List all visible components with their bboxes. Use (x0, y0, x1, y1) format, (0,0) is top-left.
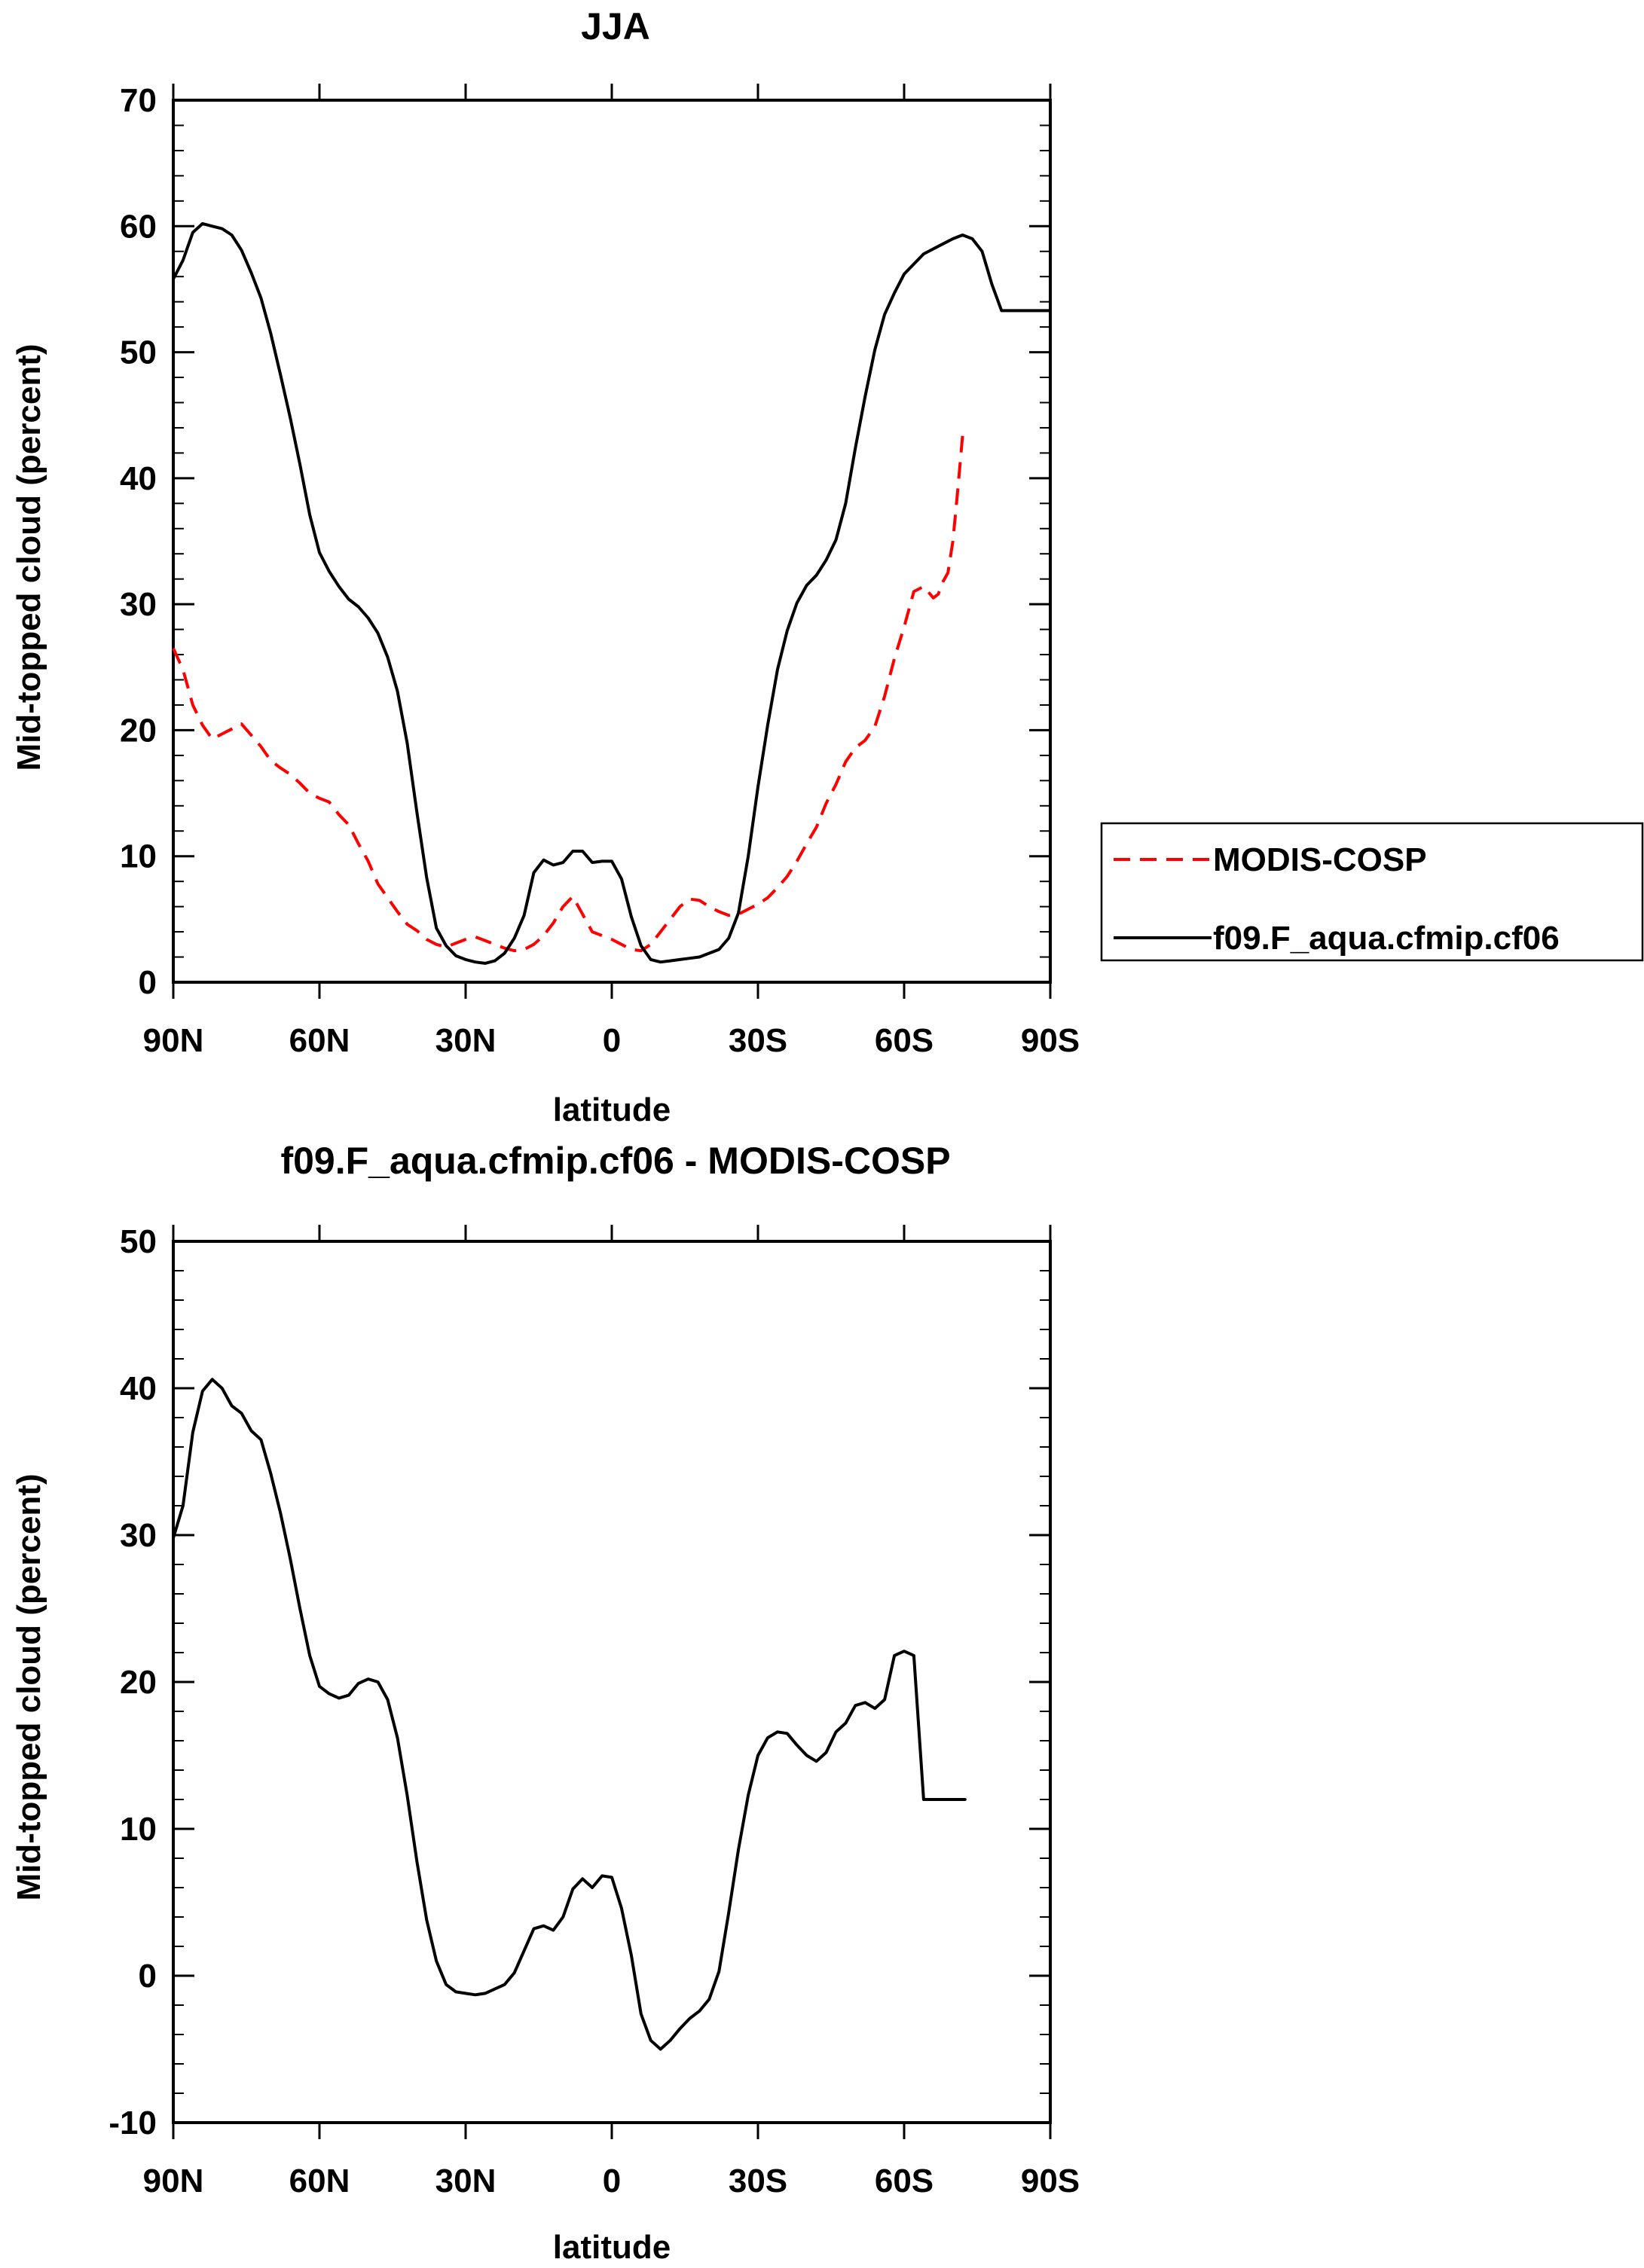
top-y-tick-label: 10 (120, 838, 157, 875)
top-y-tick-label: 60 (120, 208, 157, 245)
bottom-x-tick-label: 30N (435, 2163, 497, 2199)
top-x-tick-label: 60N (289, 1022, 350, 1059)
top-chart-ticks: 0 10 20 30 40 50 60 70 90N 60N 30N 0 30S 60S 90S (120, 82, 1080, 1059)
top-x-tick-label: 90S (1021, 1022, 1080, 1059)
bottom-y-tick-label: 40 (120, 1370, 157, 1407)
top-series-line-0 (172, 434, 965, 953)
legend-label-model: f09.F_aqua.cfmip.cf06 (1213, 920, 1560, 957)
top-chart-plot-frame (172, 99, 1052, 984)
bottom-chart-ticks: -10 0 10 20 30 40 50 90N 60N 30N 0 30S 60S 90S (108, 1223, 1080, 2199)
top-y-tick-label: 70 (120, 82, 157, 119)
bottom-y-tick-label: 0 (139, 1958, 157, 1995)
top-chart-y-axis-label: Mid-topped cloud (percent) (11, 343, 47, 771)
top-chart-title: JJA (581, 5, 650, 47)
bottom-chart-title: f09.F_aqua.cfmip.cf06 - MODIS-COSP (280, 1140, 950, 1182)
bottom-y-tick-label: 30 (120, 1517, 157, 1554)
legend-label-modis-cosp: MODIS-COSP (1213, 841, 1427, 878)
top-y-tick-label: 40 (120, 460, 157, 497)
top-y-tick-label: 0 (139, 964, 157, 1001)
top-y-tick-label: 20 (120, 712, 157, 749)
bottom-x-tick-label: 90S (1021, 2163, 1080, 2199)
top-x-tick-label: 60S (875, 1022, 934, 1059)
top-chart-series (172, 221, 1052, 965)
bottom-chart-panel: f09.F_aqua.cfmip.cf06 - MODIS-COSP -10 0 1… (11, 1140, 1080, 2266)
bottom-x-tick-label: 30S (729, 2163, 787, 2199)
top-y-tick-label: 50 (120, 334, 157, 371)
top-chart-panel: JJA 0 10 20 30 40 50 60 70 90N 60N 30N 0 30S 60S 90S l… (11, 5, 1644, 1128)
bottom-y-tick-label: 10 (120, 1811, 157, 1848)
bottom-y-tick-label: 50 (120, 1223, 157, 1260)
bottom-y-tick-label: -10 (108, 2105, 157, 2141)
legend: MODIS-COSP f09.F_aqua.cfmip.cf06 (1100, 822, 1644, 962)
bottom-x-tick-label: 90N (143, 2163, 204, 2199)
top-x-tick-label: 30S (729, 1022, 787, 1059)
bottom-chart-x-axis-label: latitude (553, 2229, 671, 2266)
top-y-tick-label: 30 (120, 586, 157, 623)
bottom-y-tick-label: 20 (120, 1664, 157, 1701)
bottom-chart-series (172, 1378, 967, 2051)
top-x-tick-label: 0 (603, 1022, 621, 1059)
top-x-tick-label: 90N (143, 1022, 204, 1059)
bottom-x-tick-label: 60N (289, 2163, 350, 2199)
top-series-line-1 (172, 221, 1052, 965)
top-x-tick-label: 30N (435, 1022, 497, 1059)
bottom-chart-y-axis-label: Mid-topped cloud (percent) (11, 1473, 47, 1900)
bottom-x-tick-label: 60S (875, 2163, 934, 2199)
bottom-series-line-0 (172, 1378, 967, 2051)
bottom-chart-plot-frame (172, 1240, 1052, 2124)
bottom-x-tick-label: 0 (603, 2163, 621, 2199)
top-chart-x-axis-label: latitude (553, 1091, 671, 1128)
